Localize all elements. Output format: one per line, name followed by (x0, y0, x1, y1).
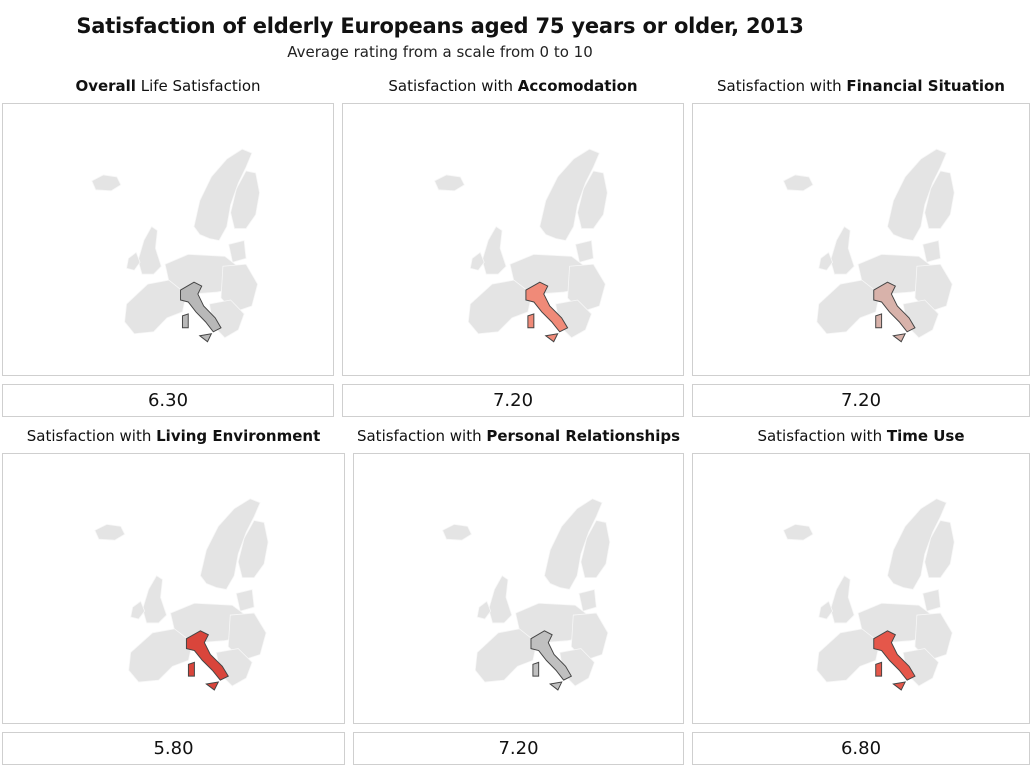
italy-shape (525, 281, 569, 333)
iceland-shape (91, 174, 122, 192)
value-living: 5.80 (2, 732, 345, 765)
finland-shape (237, 520, 269, 579)
finland-shape (924, 170, 955, 229)
ireland-shape (818, 251, 833, 271)
france-iberia-shape (474, 628, 538, 683)
value-personal: 7.20 (353, 732, 684, 765)
sicily-shape (549, 681, 563, 691)
france-iberia-shape (467, 279, 533, 335)
iceland-shape (442, 524, 472, 541)
italy-shape (185, 630, 229, 681)
map-overall[interactable] (2, 103, 334, 376)
map-accomodation-svg (434, 148, 608, 343)
map-personal[interactable] (353, 453, 684, 724)
italy-shape (873, 630, 916, 681)
panel-title-overall: Overall Life Satisfaction (75, 77, 261, 95)
sardinia-shape (187, 661, 195, 677)
sardinia-shape (527, 313, 535, 329)
value-overall: 6.30 (2, 384, 334, 417)
iceland-shape (782, 174, 814, 192)
map-financial-svg (782, 148, 955, 343)
iceland-shape (94, 524, 126, 541)
value-time-use: 6.80 (692, 732, 1030, 765)
baltics-shape (922, 588, 941, 612)
finland-shape (577, 170, 608, 229)
map-time-use-svg (782, 498, 955, 691)
uk-shape (830, 575, 855, 624)
sardinia-shape (875, 661, 883, 677)
sardinia-shape (532, 661, 540, 677)
ireland-shape (126, 251, 141, 271)
italy-shape (180, 281, 222, 333)
france-iberia-shape (124, 279, 187, 335)
panel-title-living: Satisfaction with Living Environment (26, 427, 321, 445)
sardinia-shape (181, 313, 189, 329)
map-financial[interactable] (692, 103, 1030, 376)
map-accomodation[interactable] (342, 103, 684, 376)
finland-shape (230, 170, 260, 229)
value-accomodation: 7.20 (342, 384, 684, 417)
uk-shape (142, 575, 167, 624)
baltics-shape (228, 239, 247, 263)
ireland-shape (818, 600, 833, 620)
france-iberia-shape (816, 279, 881, 335)
scandinavia-shape (193, 148, 253, 241)
sicily-shape (892, 681, 907, 691)
uk-shape (481, 225, 507, 275)
map-overall-svg (91, 148, 260, 343)
scandinavia-shape (199, 498, 261, 590)
map-living-svg (94, 498, 269, 691)
iceland-shape (782, 524, 814, 541)
scandinavia-shape (887, 498, 947, 590)
france-iberia-shape (816, 628, 881, 683)
scandinavia-shape (544, 498, 603, 590)
uk-shape (830, 225, 855, 275)
panel-title-accomodation: Satisfaction with Accomodation (388, 77, 638, 95)
sicily-shape (198, 333, 213, 343)
map-living[interactable] (2, 453, 345, 724)
map-time-use[interactable] (692, 453, 1030, 724)
sicily-shape (892, 333, 907, 343)
panel-title-financial: Satisfaction with Financial Situation (717, 77, 1005, 95)
sardinia-shape (875, 313, 883, 329)
map-personal-svg (442, 498, 611, 691)
scandinavia-shape (887, 148, 947, 241)
panel-title-time-use: Satisfaction with Time Use (757, 427, 965, 445)
baltics-shape (922, 239, 941, 263)
sicily-shape (544, 333, 559, 343)
finland-shape (924, 520, 955, 579)
italy-shape (873, 281, 916, 333)
baltics-shape (575, 239, 594, 263)
finland-shape (580, 520, 611, 579)
scandinavia-shape (539, 148, 600, 241)
baltics-shape (578, 588, 597, 612)
value-financial: 7.20 (692, 384, 1030, 417)
uk-shape (488, 575, 513, 624)
uk-shape (137, 225, 162, 275)
panel-title-personal: Satisfaction with Personal Relationships (356, 427, 681, 445)
iceland-shape (434, 174, 465, 192)
italy-shape (530, 630, 573, 681)
chart-title: Satisfaction of elderly Europeans aged 7… (76, 14, 804, 38)
ireland-shape (469, 251, 485, 271)
sicily-shape (205, 681, 220, 691)
ireland-shape (476, 600, 492, 620)
france-iberia-shape (128, 628, 193, 683)
chart-subtitle: Average rating from a scale from 0 to 10 (287, 43, 593, 61)
ireland-shape (130, 600, 146, 620)
baltics-shape (235, 588, 255, 612)
